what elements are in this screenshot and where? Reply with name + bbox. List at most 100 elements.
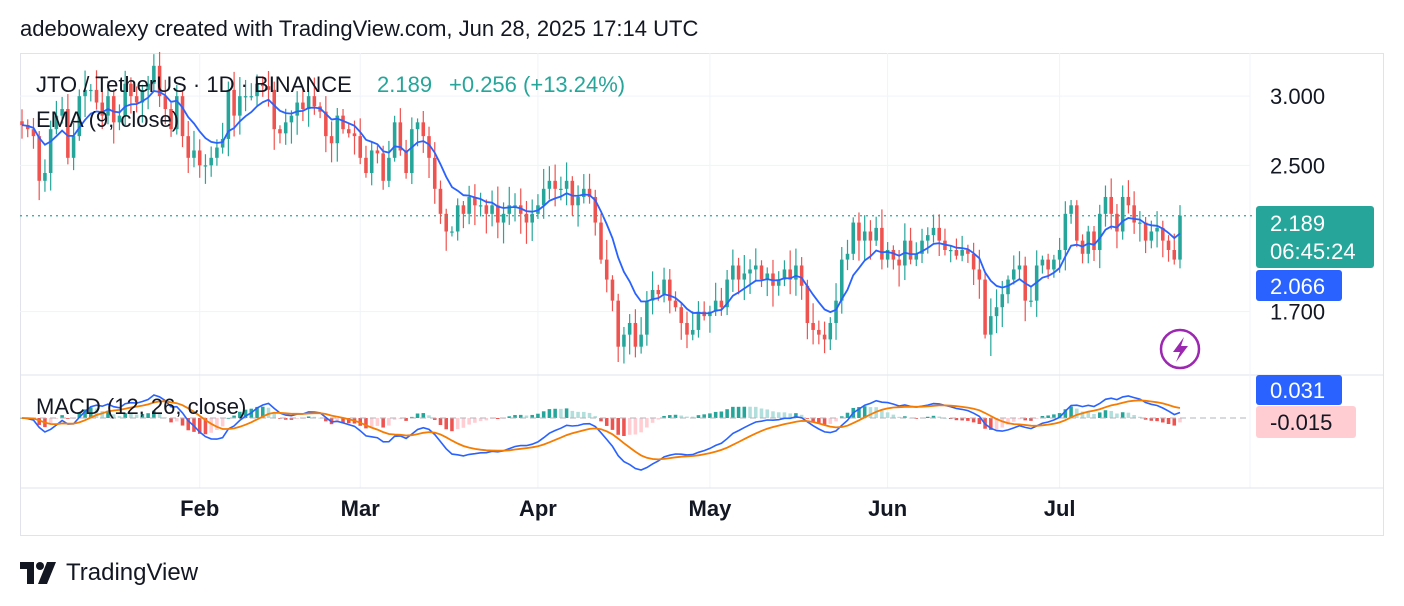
price-axis[interactable]: 3.000 2.500 1.700 bbox=[1270, 84, 1325, 324]
candle bbox=[937, 214, 942, 257]
candle-body bbox=[484, 205, 489, 214]
macd-hist-bar bbox=[977, 418, 982, 424]
macd-hist-bar bbox=[341, 418, 345, 423]
candle bbox=[948, 246, 953, 263]
candle bbox=[220, 122, 225, 154]
candle-body bbox=[215, 147, 219, 158]
macd-hist-bar bbox=[111, 414, 116, 418]
candle-body bbox=[1000, 294, 1005, 308]
candle-body bbox=[94, 89, 99, 103]
candle-body bbox=[329, 136, 334, 144]
candle-body bbox=[994, 307, 999, 317]
macd-hist-bar bbox=[1172, 418, 1177, 426]
candle-body bbox=[989, 316, 993, 335]
macd-hist-bar bbox=[1178, 418, 1182, 423]
candle bbox=[278, 125, 282, 144]
candle bbox=[387, 140, 391, 187]
candle bbox=[880, 209, 884, 270]
candle-body bbox=[260, 83, 265, 87]
macd-hist-bar bbox=[948, 418, 953, 420]
macd-hist-bar bbox=[541, 411, 546, 418]
candle bbox=[518, 188, 523, 234]
price-tick-label: 3.000 bbox=[1270, 84, 1325, 109]
legend-symbol[interactable]: JTO / TetherUS · 1D · BINANCE bbox=[36, 72, 352, 97]
candle bbox=[794, 248, 798, 296]
candle bbox=[31, 117, 36, 149]
candle-body bbox=[111, 96, 116, 123]
candle-body bbox=[908, 240, 913, 260]
candle-body bbox=[89, 89, 93, 92]
tradingview-logo[interactable]: TradingView bbox=[20, 558, 198, 588]
macd-hist-bar bbox=[989, 418, 993, 430]
legend-macd[interactable]: MACD (12, 26, close) bbox=[36, 394, 246, 419]
macd-hist-bar bbox=[553, 408, 557, 418]
macd-hist-bar bbox=[1138, 416, 1142, 418]
candle bbox=[731, 249, 735, 292]
candle bbox=[582, 174, 586, 204]
macd-hist-bar bbox=[450, 418, 454, 432]
tradingview-brand: TradingView bbox=[66, 559, 199, 586]
candle bbox=[708, 305, 712, 333]
candle bbox=[633, 309, 638, 358]
macd-hist-bar bbox=[260, 406, 265, 418]
candle bbox=[1109, 178, 1113, 230]
flash-icon[interactable] bbox=[1159, 328, 1201, 370]
macd-hist-bar bbox=[83, 409, 87, 418]
last-price-badge: 2.189 06:45:24 bbox=[1256, 206, 1374, 268]
candle-body bbox=[776, 279, 781, 286]
legend-ema[interactable]: EMA (9, close) bbox=[36, 107, 179, 132]
macd-hist-bar bbox=[650, 418, 655, 423]
macd-hist-bar bbox=[1166, 418, 1171, 425]
candle-body bbox=[295, 102, 299, 116]
macd-hist-bar bbox=[48, 418, 53, 424]
candle bbox=[851, 217, 856, 261]
macd-hist-bar bbox=[346, 418, 351, 424]
time-axis[interactable]: Feb Mar Apr May Jun Jul bbox=[180, 496, 1075, 521]
macd-hist-bar bbox=[633, 418, 638, 435]
candle bbox=[685, 311, 689, 349]
candle-body bbox=[897, 259, 901, 266]
candle-body bbox=[197, 150, 202, 166]
candle-body bbox=[977, 269, 982, 280]
candle bbox=[77, 89, 82, 141]
macd-hist-bar bbox=[610, 418, 615, 430]
candle-body bbox=[129, 83, 133, 97]
candle bbox=[375, 145, 380, 164]
candle bbox=[954, 238, 959, 260]
candle-body bbox=[1166, 240, 1171, 250]
candle-body bbox=[788, 269, 792, 280]
candle-body bbox=[931, 227, 936, 236]
macd-hist-bar bbox=[1011, 418, 1016, 422]
candle-body bbox=[369, 150, 374, 173]
candle-body bbox=[857, 222, 861, 241]
candle-body bbox=[1046, 259, 1050, 270]
candle bbox=[381, 145, 385, 190]
macd-hist-bar bbox=[662, 415, 666, 418]
candle bbox=[1080, 234, 1085, 264]
time-tick-label: Mar bbox=[341, 496, 381, 521]
macd-hist-bar bbox=[415, 413, 420, 418]
candle-body bbox=[582, 188, 586, 197]
macd-hist-bar bbox=[232, 415, 236, 418]
candle bbox=[243, 79, 248, 112]
candle bbox=[37, 131, 41, 201]
candle-body bbox=[501, 213, 506, 223]
macd-hist-bar bbox=[725, 409, 729, 418]
candle bbox=[857, 212, 861, 261]
macd-hist-bar bbox=[1063, 409, 1068, 418]
macd-hist-bar bbox=[1149, 418, 1154, 421]
candle-body bbox=[381, 153, 385, 181]
candle-body bbox=[599, 222, 603, 260]
candle-body bbox=[289, 115, 294, 123]
macd-hist-bar bbox=[421, 413, 426, 418]
candle bbox=[478, 192, 483, 217]
candle-body bbox=[335, 115, 340, 144]
macd-hist-bar bbox=[1006, 418, 1010, 425]
candle bbox=[587, 173, 592, 204]
macd-hist-bar bbox=[66, 418, 70, 419]
candle-body bbox=[811, 322, 815, 330]
chart-frame[interactable] bbox=[20, 53, 1384, 536]
candle bbox=[54, 100, 59, 135]
macd-hist-bar bbox=[387, 418, 391, 426]
